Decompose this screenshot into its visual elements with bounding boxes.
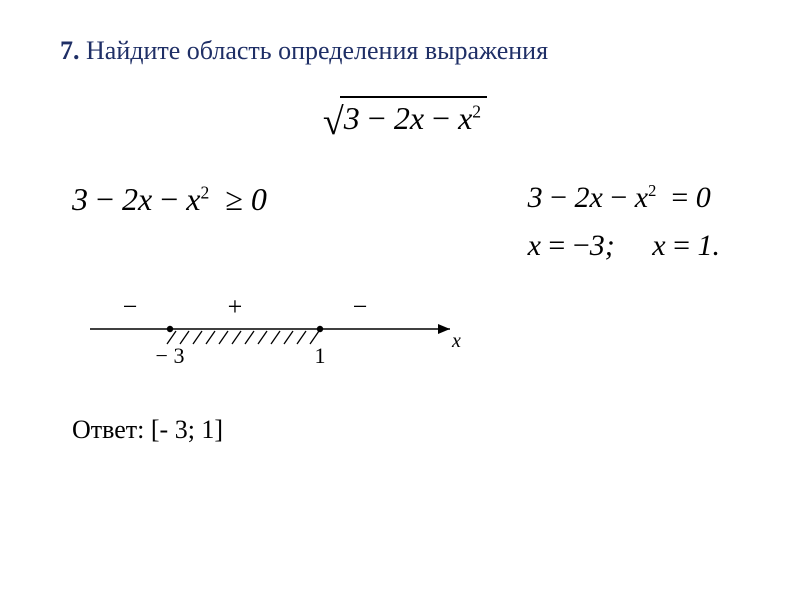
svg-text:−: − xyxy=(123,292,138,321)
radicand: 3 − 2x − x2 xyxy=(340,96,487,137)
svg-text:−: − xyxy=(353,292,368,321)
expression-sqrt: √ 3 − 2x − x2 xyxy=(60,96,750,137)
answer-label: Ответ: xyxy=(72,415,144,444)
number-line: − 3 1 − + − x xyxy=(60,287,750,387)
answer-line: Ответ: [- 3; 1] xyxy=(60,415,750,445)
svg-text:x: x xyxy=(451,330,461,352)
problem-title: 7. Найдите область определения выражения xyxy=(60,36,750,66)
radical-symbol: √ xyxy=(323,103,344,141)
svg-text:− 3: − 3 xyxy=(156,343,185,368)
number-line-svg: − 3 1 − + − x xyxy=(70,287,480,382)
problem-text: Найдите область определения выражения xyxy=(86,36,548,65)
equation: 3 − 2x − x2 = 0 xyxy=(528,181,720,215)
problem-number: 7. xyxy=(60,36,80,65)
svg-text:1: 1 xyxy=(315,343,326,368)
answer-value: [- 3; 1] xyxy=(151,415,223,444)
svg-text:+: + xyxy=(228,292,243,321)
equation-roots: x = −3; x = 1. xyxy=(528,229,720,263)
inequality: 3 − 2x − x2 ≥ 0 xyxy=(60,181,267,218)
